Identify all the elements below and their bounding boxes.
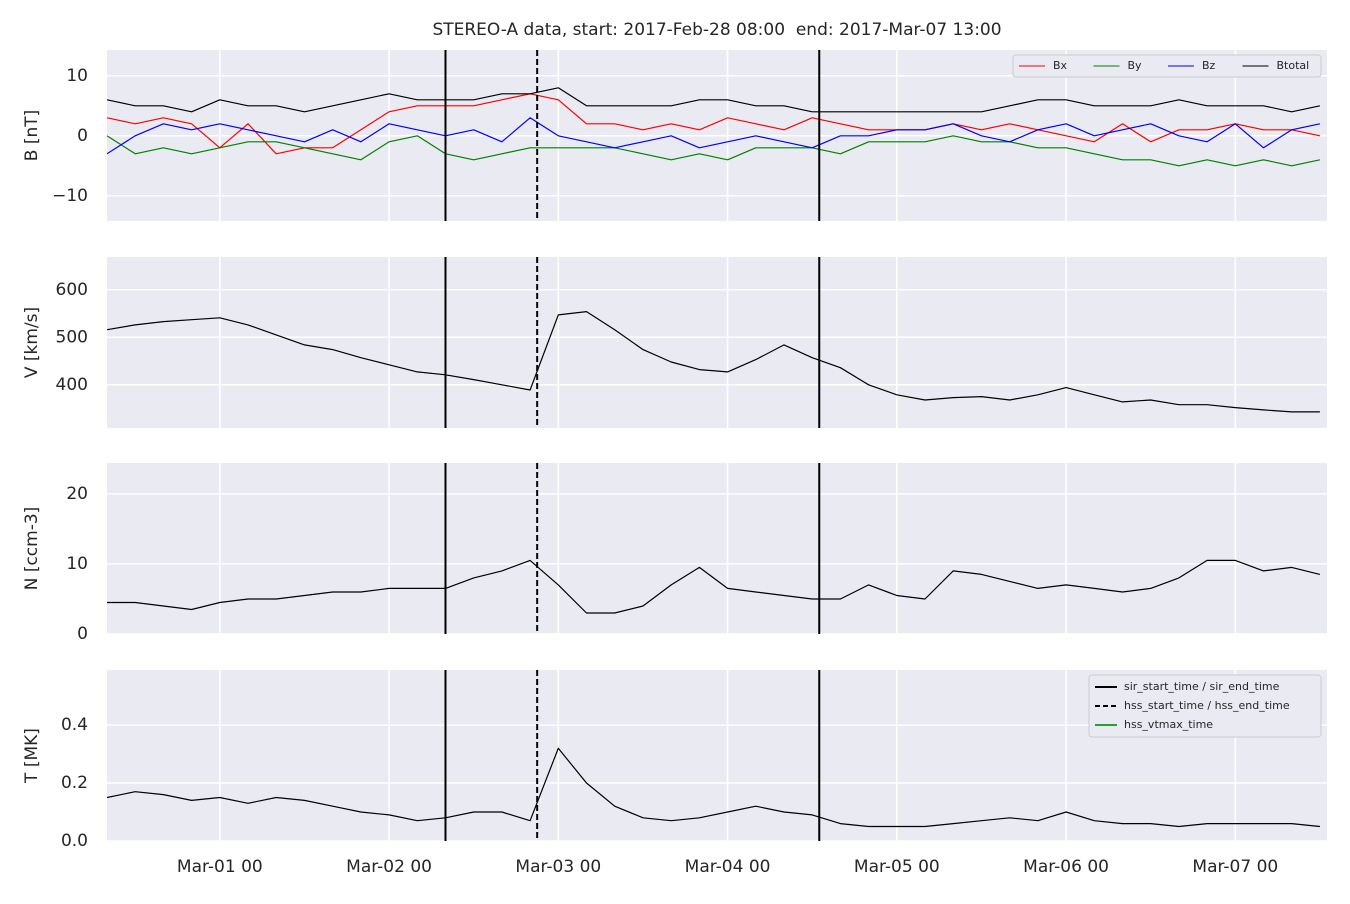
y-tick-label: 0.2 — [61, 773, 88, 793]
data-line — [107, 135, 1321, 167]
y-tick-label: −10 — [52, 186, 88, 206]
x-tick-label: Mar-01 00 — [177, 857, 263, 877]
y-axis-label: N [ccm-3] — [22, 507, 42, 591]
plot-lines — [107, 311, 1320, 413]
plot-background — [107, 463, 1327, 634]
plot-lines — [107, 87, 1321, 167]
y-tick-label: 500 — [56, 327, 88, 347]
data-line — [107, 311, 1320, 413]
x-tick-label: Mar-04 00 — [685, 857, 771, 877]
y-tick-label: 20 — [66, 484, 88, 504]
legend-box — [1088, 674, 1322, 738]
data-line — [107, 747, 1320, 828]
legend-label: By — [1128, 59, 1143, 72]
y-axis-label: B [nT] — [22, 110, 42, 162]
legend-label: sir_start_time / sir_end_time — [1124, 680, 1280, 693]
chart-title: STEREO-A data, start: 2017-Feb-28 08:00 … — [432, 20, 1001, 40]
y-tick-label: 0 — [77, 126, 88, 146]
legend-label: Bz — [1202, 59, 1216, 72]
x-tick-label: Mar-05 00 — [854, 857, 940, 877]
legend-label: Btotal — [1277, 59, 1310, 72]
data-line — [107, 559, 1321, 614]
x-tick-label: Mar-06 00 — [1023, 857, 1109, 877]
y-tick-label: 400 — [56, 375, 88, 395]
x-tick-label: Mar-07 00 — [1192, 857, 1278, 877]
x-tick-label: Mar-02 00 — [346, 857, 432, 877]
legend-label: hss_start_time / hss_end_time — [1124, 699, 1290, 712]
legend-box — [1012, 54, 1322, 78]
data-line — [107, 87, 1321, 113]
plot-background — [107, 257, 1327, 428]
legend-label: Bx — [1053, 59, 1068, 72]
y-tick-label: 10 — [66, 66, 88, 86]
y-axis-label: V [km/s] — [22, 307, 42, 378]
y-axis-label: T [MK] — [22, 728, 42, 784]
plot-lines — [107, 747, 1320, 828]
y-tick-label: 600 — [56, 280, 88, 300]
data-line — [107, 93, 1321, 155]
data-line — [107, 117, 1321, 155]
legend-label: hss_vtmax_time — [1124, 718, 1213, 731]
y-tick-label: 10 — [66, 554, 88, 574]
y-tick-label: 0 — [77, 624, 88, 644]
plot-lines — [107, 559, 1321, 614]
y-tick-label: 0.0 — [61, 831, 88, 851]
y-tick-label: 0.4 — [61, 715, 88, 735]
x-tick-label: Mar-03 00 — [515, 857, 601, 877]
